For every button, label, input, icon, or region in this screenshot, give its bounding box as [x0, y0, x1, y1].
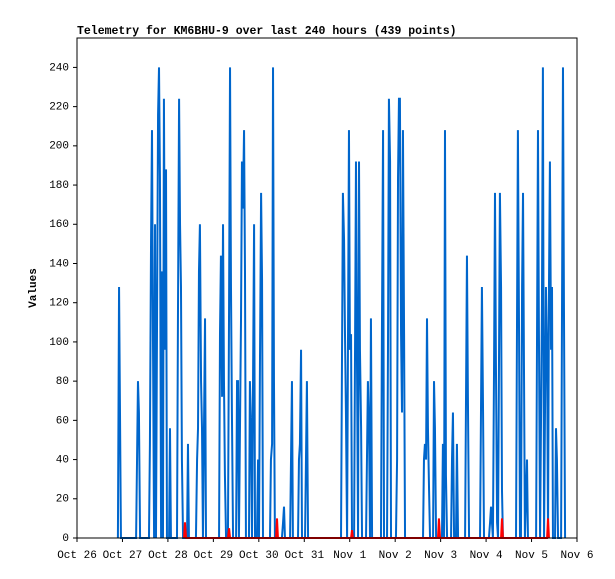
y-tick-label: 140	[49, 258, 69, 270]
plot-frame	[76, 37, 578, 539]
x-tick-label: Oct 28	[148, 550, 188, 562]
x-tick-label: Nov 4	[470, 550, 503, 562]
y-tick-label: 220	[49, 102, 69, 114]
x-tick-label: Oct 26	[57, 550, 97, 562]
series-line	[116, 67, 567, 539]
x-tick-label: Nov 5	[515, 550, 548, 562]
y-tick-label: 240	[49, 62, 69, 74]
y-tick-label: 200	[49, 141, 69, 153]
y-axis-label: Values	[28, 268, 40, 308]
y-tick-label: 60	[56, 415, 69, 427]
x-tick-label: Oct 29	[194, 550, 234, 562]
x-tick-label: Nov 3	[424, 550, 457, 562]
y-tick-label: 80	[56, 376, 69, 388]
y-tick-label: 20	[56, 494, 69, 506]
x-tick-label: Nov 1	[333, 550, 366, 562]
y-tick-label: 120	[49, 298, 69, 310]
y-tick-label: 100	[49, 337, 69, 349]
y-tick-label: 0	[62, 533, 69, 545]
x-tick-label: Oct 31	[284, 550, 324, 562]
y-tick-label: 40	[56, 454, 69, 466]
x-tick-label: Nov 6	[560, 550, 593, 562]
x-tick-label: Nov 2	[379, 550, 412, 562]
chart-title: Telemetry for KM6BHU-9 over last 240 hou…	[77, 25, 457, 38]
y-tick-label: 180	[49, 180, 69, 192]
x-tick-label: Oct 30	[239, 550, 279, 562]
series-line	[183, 518, 550, 539]
x-tick-label: Oct 27	[103, 550, 143, 562]
y-tick-label: 160	[49, 219, 69, 231]
